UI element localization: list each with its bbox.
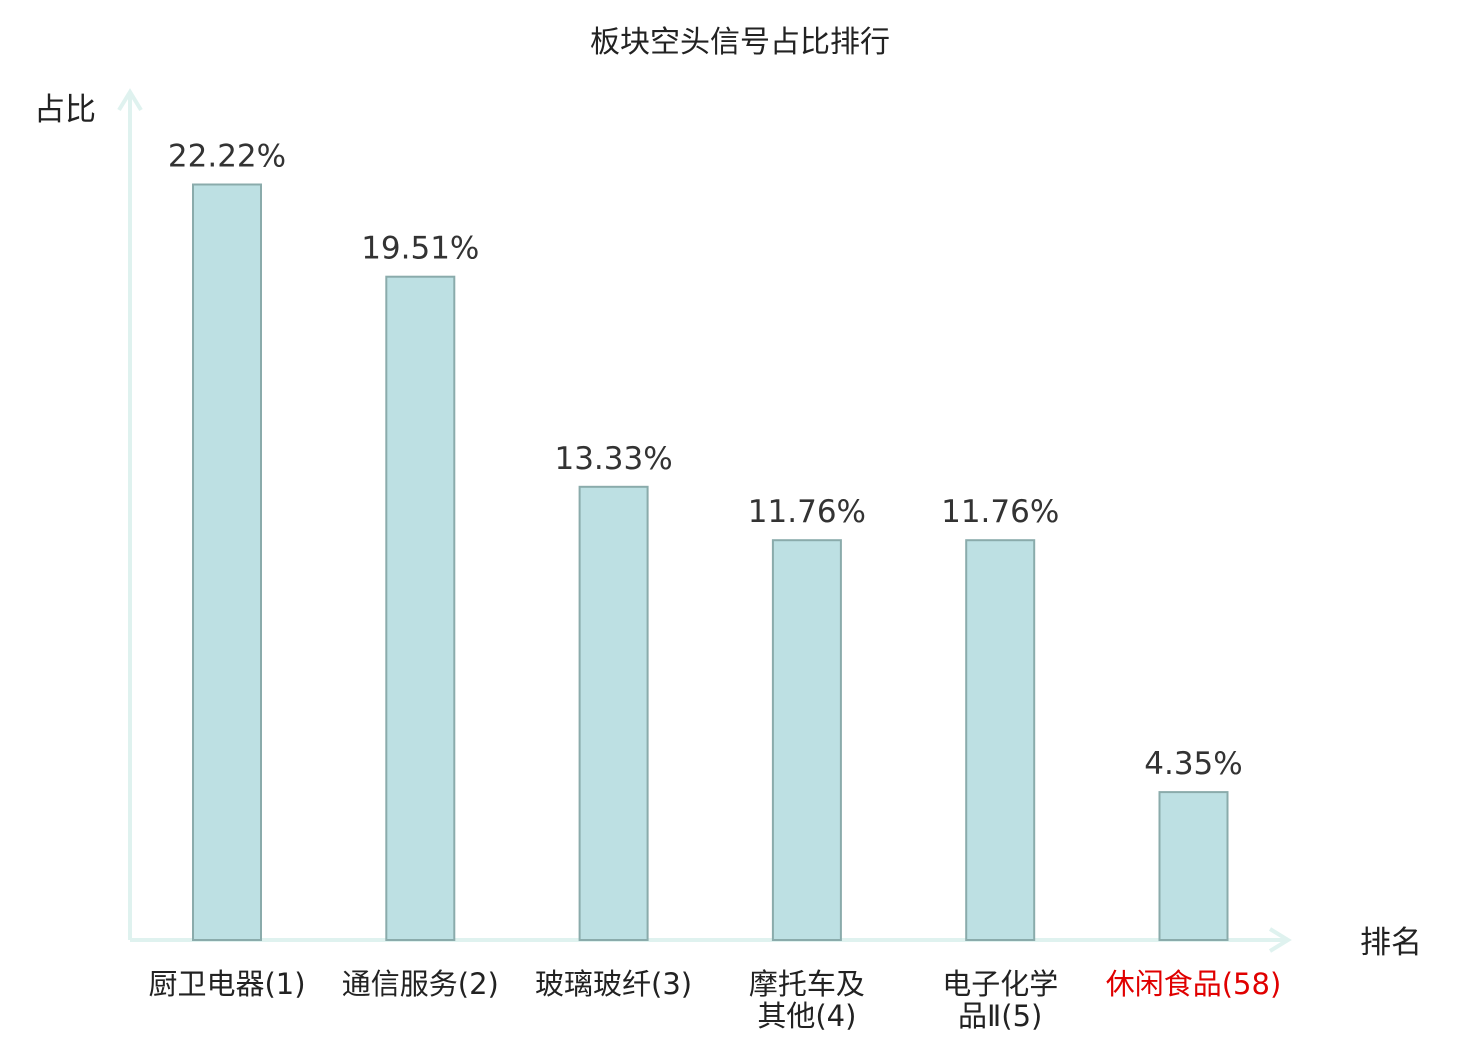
- value-label-1: 19.51%: [361, 231, 479, 267]
- bars-group: [192, 183, 1229, 941]
- y-axis-arrow-icon: [117, 88, 143, 112]
- value-label-0: 22.22%: [168, 139, 286, 175]
- value-label-2: 13.33%: [554, 441, 672, 477]
- y-axis-label: 占比: [34, 92, 96, 128]
- bar-5: [1158, 791, 1229, 941]
- bar-1: [385, 275, 456, 941]
- bar-3: [771, 539, 842, 941]
- bar-4: [965, 539, 1036, 941]
- x-axis-arrow-icon: [1268, 927, 1292, 953]
- x-axis-label: 排名: [1360, 925, 1422, 961]
- category-label-3-line-1: 其他(4): [757, 999, 856, 1033]
- category-label-1: 通信服务(2): [342, 967, 499, 1001]
- category-label-3-line-0: 摩托车及: [749, 967, 865, 1001]
- category-label-4-line-1: 品Ⅱ(5): [958, 999, 1042, 1033]
- value-label-4: 11.76%: [941, 494, 1059, 530]
- axes: [117, 88, 1292, 953]
- category-label-4-line-0: 电子化学: [942, 967, 1058, 1001]
- bar-2: [578, 485, 649, 941]
- category-label-2: 玻璃玻纤(3): [535, 967, 692, 1001]
- value-labels-group: 22.22% 19.51% 13.33% 11.76% 11.76% 4.35%: [168, 139, 1243, 783]
- bar-0: [192, 183, 262, 941]
- category-label-0: 厨卫电器(1): [148, 967, 305, 1001]
- value-label-5: 4.35%: [1144, 746, 1242, 782]
- value-label-3: 11.76%: [748, 494, 866, 530]
- chart-title: 板块空头信号占比排行: [590, 25, 890, 60]
- category-label-5: 休闲食品(58): [1106, 967, 1282, 1001]
